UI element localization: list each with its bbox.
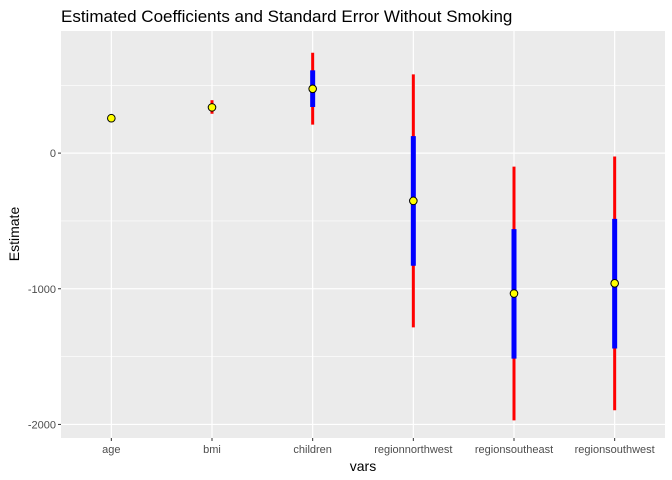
- chart-title: Estimated Coefficients and Standard Erro…: [61, 7, 512, 26]
- x-tick-label: bmi: [203, 444, 221, 456]
- y-axis-title: Estimate: [6, 207, 22, 262]
- x-tick-label: children: [293, 444, 332, 456]
- plot-panel: [61, 31, 665, 438]
- grid-major: [61, 31, 665, 438]
- x-tick-label: regionnorthwest: [374, 444, 452, 456]
- y-tick-label: 0: [50, 148, 56, 160]
- x-tick-label: regionsoutheast: [475, 444, 553, 456]
- estimate-point: [308, 84, 317, 94]
- x-axis-title: vars: [350, 458, 376, 474]
- estimate-point: [409, 196, 418, 206]
- x-tick-label: regionsouthwest: [575, 444, 655, 456]
- estimate-points: [107, 84, 619, 298]
- estimate-point: [610, 279, 619, 288]
- grid-minor: [61, 84, 665, 357]
- estimate-point: [509, 289, 519, 298]
- y-axis-ticks: 0 -1000 -2000: [28, 148, 61, 431]
- estimate-point: [107, 113, 116, 123]
- x-axis-ticks: age bmi children regionnorthwest regionsouth…: [102, 438, 655, 456]
- y-tick-label: -1000: [28, 284, 56, 296]
- y-tick-label: -2000: [28, 419, 56, 431]
- estimate-point: [207, 103, 217, 112]
- x-tick-label: age: [102, 444, 120, 456]
